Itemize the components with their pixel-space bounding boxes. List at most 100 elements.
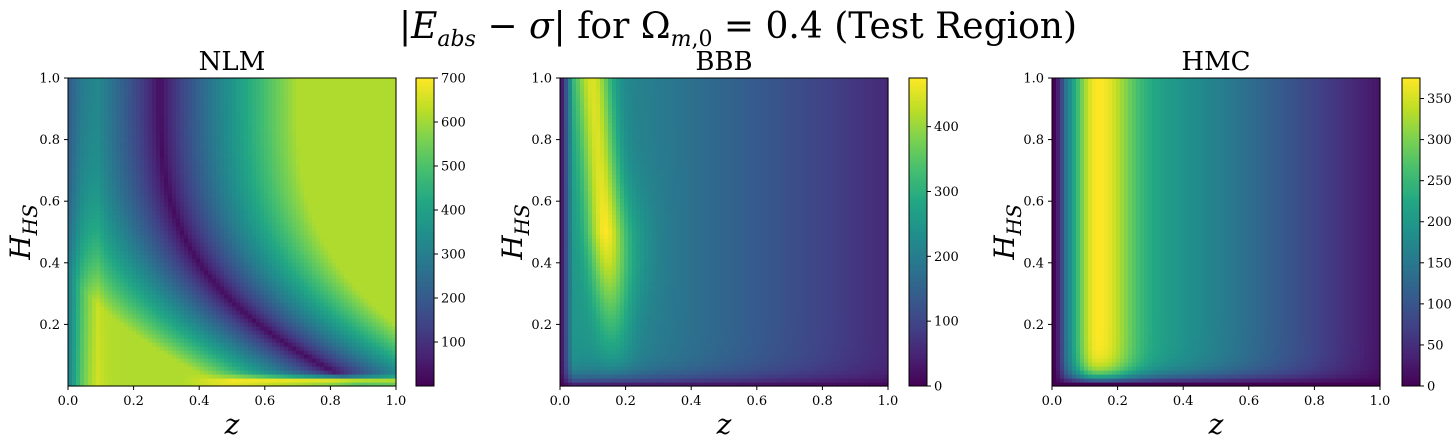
heatmap-cell	[220, 138, 225, 143]
heatmap-cell	[232, 298, 237, 303]
heatmap-cell	[104, 278, 109, 283]
heatmap-cell	[268, 178, 273, 183]
heatmap-cell	[68, 342, 73, 347]
heatmap-cell	[184, 286, 189, 291]
heatmap-cell	[160, 238, 165, 243]
heatmap-cell	[256, 298, 261, 303]
heatmap-cell	[136, 158, 141, 163]
heatmap-cell	[92, 206, 97, 211]
heatmap-cell	[116, 102, 121, 107]
heatmap-cell	[92, 234, 97, 239]
heatmap-cell	[268, 190, 273, 195]
heatmap-cell	[268, 134, 273, 139]
heatmap-cell	[184, 210, 189, 215]
heatmap-cell	[280, 138, 285, 143]
heatmap-cell	[100, 230, 105, 235]
heatmap-cell	[208, 330, 213, 335]
heatmap-cell	[268, 222, 273, 227]
heatmap-cell	[172, 86, 177, 91]
heatmap-cell	[120, 266, 125, 271]
heatmap-cell	[232, 322, 237, 327]
heatmap-cell	[224, 354, 229, 359]
heatmap-cell	[304, 190, 309, 195]
heatmap-cell	[208, 294, 213, 299]
heatmap-cell	[220, 230, 225, 235]
heatmap-cell	[180, 134, 185, 139]
heatmap-cell	[140, 326, 145, 331]
heatmap-cell	[312, 290, 317, 295]
heatmap-cell	[76, 338, 81, 343]
heatmap-cell	[280, 366, 285, 371]
heatmap-cell	[216, 342, 221, 347]
heatmap-cell	[124, 338, 129, 343]
heatmap-cell	[236, 190, 241, 195]
heatmap-cell	[220, 286, 225, 291]
heatmap-cell	[228, 118, 233, 123]
heatmap-cell	[132, 286, 137, 291]
heatmap-cell	[96, 302, 101, 307]
heatmap-cell	[84, 238, 89, 243]
heatmap-cell	[276, 134, 281, 139]
heatmap-cell	[312, 374, 317, 379]
heatmap-cell	[284, 374, 289, 379]
heatmap-cell	[120, 298, 125, 303]
heatmap-cell	[132, 350, 137, 355]
heatmap-cell	[96, 354, 101, 359]
heatmap-cell	[300, 198, 305, 203]
heatmap-cell	[244, 114, 249, 119]
heatmap-cell	[172, 90, 177, 95]
heatmap-cell	[96, 82, 101, 87]
heatmap-cell	[324, 154, 329, 159]
heatmap-cell	[176, 234, 181, 239]
heatmap-cell	[160, 226, 165, 231]
heatmap-cell	[120, 134, 125, 139]
heatmap-cell	[68, 202, 73, 207]
heatmap-cell	[212, 218, 217, 223]
heatmap-cell	[208, 378, 213, 383]
heatmap-cell	[280, 174, 285, 179]
heatmap-cell	[120, 106, 125, 111]
heatmap-cell	[276, 270, 281, 275]
heatmap-cell	[148, 202, 153, 207]
heatmap-cell	[84, 342, 89, 347]
heatmap-cell	[80, 262, 85, 267]
heatmap-cell	[100, 178, 105, 183]
heatmap-cell	[156, 310, 161, 315]
heatmap-cell	[268, 86, 273, 91]
heatmap-cell	[264, 162, 269, 167]
heatmap-cell	[252, 198, 257, 203]
heatmap-cell	[180, 378, 185, 383]
heatmap-cell	[260, 310, 265, 315]
heatmap-cell	[116, 330, 121, 335]
heatmap-cell	[116, 278, 121, 283]
heatmap-cell	[100, 158, 105, 163]
heatmap-cell	[292, 310, 297, 315]
heatmap-cell	[188, 234, 193, 239]
heatmap-cell	[176, 282, 181, 287]
heatmap-cell	[304, 346, 309, 351]
heatmap-cell	[132, 282, 137, 287]
heatmap-cell	[112, 174, 117, 179]
heatmap-cell	[244, 194, 249, 199]
heatmap-cell	[136, 282, 141, 287]
heatmap-cell	[112, 162, 117, 167]
heatmap-cell	[92, 302, 97, 307]
heatmap-cell	[112, 290, 117, 295]
heatmap-cell	[164, 238, 169, 243]
heatmap-cell	[140, 154, 145, 159]
heatmap-cell	[96, 314, 101, 319]
heatmap-cell	[156, 306, 161, 311]
heatmap-cell	[72, 230, 77, 235]
heatmap-cell	[192, 302, 197, 307]
heatmap-cell	[160, 382, 165, 387]
heatmap-cell	[224, 82, 229, 87]
heatmap-cell	[104, 382, 109, 387]
heatmap-cell	[172, 146, 177, 151]
heatmap-cell	[312, 98, 317, 103]
heatmap-cell	[288, 210, 293, 215]
heatmap-cell	[164, 254, 169, 259]
heatmap-cell	[232, 194, 237, 199]
heatmap-cell	[200, 338, 205, 343]
heatmap-cell	[68, 210, 73, 215]
heatmap-cell	[120, 82, 125, 87]
